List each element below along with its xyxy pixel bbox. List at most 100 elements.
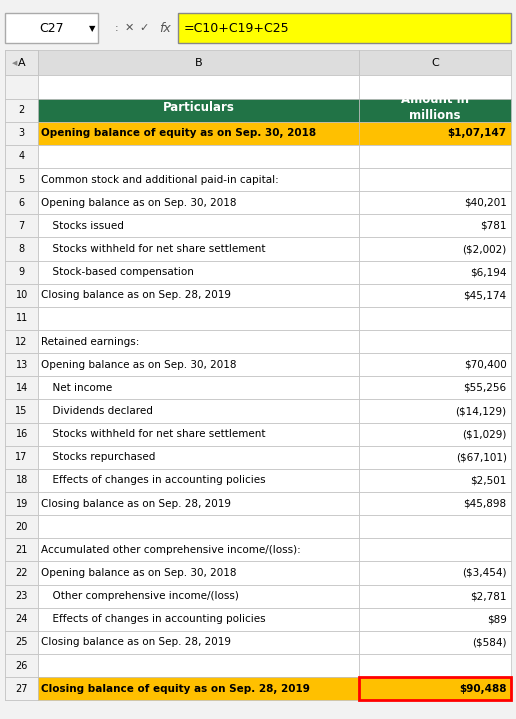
Bar: [38, 585, 359, 608]
Bar: [38, 260, 359, 284]
Bar: [38, 400, 359, 423]
Bar: [359, 677, 511, 700]
Text: Effects of changes in accounting policies: Effects of changes in accounting policie…: [46, 614, 265, 624]
Bar: [5, 75, 38, 99]
Bar: [5, 237, 38, 260]
Bar: [5, 677, 38, 700]
Text: $2,501: $2,501: [471, 475, 507, 485]
Text: A: A: [18, 58, 25, 68]
Bar: [5, 75, 38, 99]
Text: 3: 3: [19, 129, 25, 138]
Bar: [5, 330, 38, 353]
Bar: [359, 400, 511, 423]
Text: Stocks issued: Stocks issued: [46, 221, 124, 231]
Text: ◀: ◀: [12, 60, 18, 66]
Bar: [5, 585, 38, 608]
Text: Accumulated other comprehensive income/(loss):: Accumulated other comprehensive income/(…: [41, 545, 300, 555]
Bar: [5, 400, 38, 423]
Bar: [359, 677, 511, 700]
Text: Stocks withheld for net share settlement: Stocks withheld for net share settlement: [46, 244, 265, 254]
Text: Opening balance as on Sep. 30, 2018: Opening balance as on Sep. 30, 2018: [41, 360, 236, 370]
Text: 14: 14: [15, 383, 28, 393]
Bar: [359, 237, 511, 260]
Bar: [38, 539, 359, 562]
Bar: [5, 237, 38, 260]
Text: Net income: Net income: [46, 383, 112, 393]
Text: ($14,129): ($14,129): [456, 406, 507, 416]
Bar: [359, 353, 511, 376]
Text: 24: 24: [15, 614, 28, 624]
Text: Particulars: Particulars: [163, 101, 234, 114]
Text: C27: C27: [39, 22, 64, 35]
Text: 12: 12: [15, 336, 28, 347]
Bar: [5, 284, 38, 307]
Bar: [5, 168, 38, 191]
Text: 15: 15: [15, 406, 28, 416]
Bar: [38, 284, 359, 307]
Bar: [359, 145, 511, 168]
Bar: [5, 446, 38, 469]
Text: 11: 11: [15, 313, 28, 324]
Bar: [5, 122, 38, 145]
Bar: [38, 608, 359, 631]
Text: ✓: ✓: [140, 23, 149, 33]
Text: $6,194: $6,194: [470, 267, 507, 277]
Bar: [38, 145, 359, 168]
Bar: [359, 469, 511, 492]
Bar: [359, 631, 511, 654]
Text: Retained earnings:: Retained earnings:: [41, 336, 139, 347]
Text: 22: 22: [15, 568, 28, 578]
Text: 20: 20: [15, 522, 28, 531]
Text: 13: 13: [15, 360, 28, 370]
Bar: [5, 122, 38, 145]
Text: 7: 7: [19, 221, 25, 231]
Text: 19: 19: [15, 498, 28, 508]
Text: $781: $781: [480, 221, 507, 231]
Text: 21: 21: [15, 545, 28, 555]
Text: :: :: [114, 23, 118, 33]
Bar: [359, 99, 511, 122]
Bar: [5, 260, 38, 284]
Bar: [5, 99, 38, 122]
Text: ($2,002): ($2,002): [462, 244, 507, 254]
Bar: [5, 330, 38, 353]
Bar: [5, 307, 38, 330]
Bar: [359, 168, 511, 191]
Text: 8: 8: [19, 244, 25, 254]
Bar: [38, 515, 359, 539]
Bar: [5, 515, 38, 539]
Bar: [359, 330, 511, 353]
Text: $89: $89: [487, 614, 507, 624]
Bar: [5, 145, 38, 168]
Text: B: B: [195, 58, 202, 68]
Bar: [359, 562, 511, 585]
Text: 18: 18: [15, 475, 28, 485]
Bar: [5, 562, 38, 585]
Bar: [38, 214, 359, 237]
Text: ($584): ($584): [472, 638, 507, 647]
Text: ▼: ▼: [89, 24, 95, 32]
Text: ✕: ✕: [124, 23, 134, 33]
Text: Opening balance as on Sep. 30, 2018: Opening balance as on Sep. 30, 2018: [41, 198, 236, 208]
Text: =C10+C19+C25: =C10+C19+C25: [183, 22, 289, 35]
Bar: [359, 191, 511, 214]
Text: $40,201: $40,201: [464, 198, 507, 208]
Bar: [359, 585, 511, 608]
Text: $90,488: $90,488: [459, 684, 507, 694]
Bar: [38, 75, 359, 99]
Text: Closing balance as on Sep. 28, 2019: Closing balance as on Sep. 28, 2019: [41, 638, 231, 647]
Bar: [5, 145, 38, 168]
Bar: [5, 307, 38, 330]
Bar: [5, 50, 38, 75]
Bar: [5, 608, 38, 631]
Bar: [5, 492, 38, 515]
Bar: [5, 585, 38, 608]
Bar: [5, 191, 38, 214]
Text: 5: 5: [19, 175, 25, 185]
Bar: [5, 492, 38, 515]
Text: Stocks repurchased: Stocks repurchased: [46, 452, 155, 462]
Bar: [38, 122, 359, 145]
Text: Stock-based compensation: Stock-based compensation: [46, 267, 194, 277]
Text: 17: 17: [15, 452, 28, 462]
Text: Amount in
millions: Amount in millions: [401, 93, 469, 122]
